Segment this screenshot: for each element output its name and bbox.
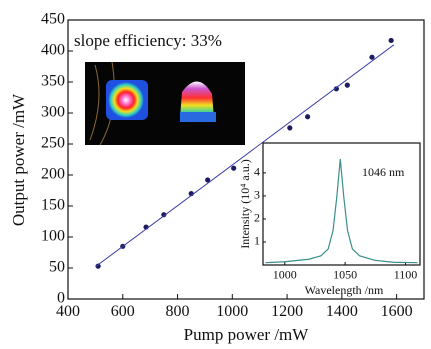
page: 400 600 800 1000 1200 1400 1600 0 50 100 150 200 250… (0, 0, 431, 349)
peak-label: 1046 nm (362, 165, 405, 179)
x-tick-label: 1050 (333, 267, 357, 281)
y-tick-label: 50 (49, 259, 65, 276)
data-point (345, 83, 350, 88)
x-tick-label: 1400 (326, 303, 358, 320)
x-tick-label: 1200 (271, 303, 303, 320)
data-point (231, 166, 236, 171)
data-point (369, 55, 374, 60)
annotation: slope efficiency: 33% (74, 31, 222, 50)
x-tick-label: 1000 (273, 267, 297, 281)
y-tick-label: 150 (41, 197, 65, 214)
y-tick-label: 400 (41, 42, 65, 59)
beam-profile-image (85, 62, 245, 145)
y-tick-label: 100 (41, 228, 65, 245)
inset-y-axis-label: Intensity (10⁴ a.u.) (238, 159, 252, 249)
plot-frame (263, 143, 420, 265)
inset-x-axis-label: Wavelength /nm (305, 283, 384, 297)
y-tick-label: 0 (57, 290, 65, 307)
y-axis-label: Output power /mW (9, 93, 28, 226)
y-tick-label: 4 (254, 165, 260, 179)
chart: 400 600 800 1000 1200 1400 1600 0 50 100 150 200 250… (0, 0, 431, 349)
data-point (287, 125, 292, 130)
x-tick-label: 600 (111, 303, 135, 320)
y-tick-label: 3 (254, 188, 260, 202)
x-tick-label: 1600 (381, 303, 413, 320)
data-point (305, 114, 310, 119)
y-tick-label: 250 (41, 135, 65, 152)
x-tick-label: 1100 (394, 267, 418, 281)
x-tick-label: 1000 (216, 303, 248, 320)
y-tick-label: 2 (254, 211, 260, 225)
y-tick-label: 300 (41, 104, 65, 121)
x-tick-label: 800 (166, 303, 190, 320)
data-point (389, 38, 394, 43)
y-tick-label: 1 (254, 234, 260, 248)
y-tick-label: 350 (41, 73, 65, 90)
y-tick-label: 450 (41, 11, 65, 28)
x-axis-label: Pump power /mW (184, 325, 310, 344)
y-tick-label: 200 (41, 166, 65, 183)
